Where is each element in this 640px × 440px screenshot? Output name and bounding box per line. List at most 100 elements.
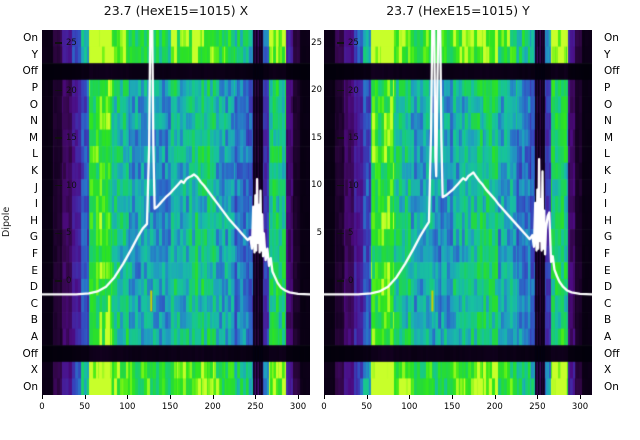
row-label: K [604, 165, 611, 178]
row-label: B [604, 314, 612, 327]
y-tick-label-middle: 15 [311, 132, 322, 143]
x-tick-mark [409, 395, 411, 399]
row-label: G [29, 231, 38, 244]
x-tick-label: 300 [289, 402, 307, 412]
row-label: H [30, 214, 38, 227]
x-tick-label: 300 [571, 402, 589, 412]
y-tick-label: 15 [55, 133, 77, 144]
y-tick-mark [337, 185, 344, 187]
row-label: Off [604, 347, 620, 360]
x-tick-mark [537, 395, 539, 399]
y-tick-value: 0 [348, 276, 354, 286]
x-tick-label: 100 [119, 402, 136, 412]
row-label: O [604, 98, 613, 111]
x-tick-label: 50 [361, 402, 373, 412]
x-tick-label: 0 [321, 402, 327, 412]
row-label: X [604, 364, 612, 377]
row-label: Off [604, 65, 620, 78]
y-tick-label: 5 [55, 228, 71, 239]
row-label: A [30, 330, 38, 343]
x-tick-label: 0 [39, 402, 45, 412]
y-tick-label: 20 [55, 85, 77, 96]
row-label: E [604, 264, 611, 277]
x-tick-label: 100 [401, 402, 418, 412]
row-label: O [29, 98, 38, 111]
row-label: On [604, 32, 619, 45]
row-label: H [604, 214, 612, 227]
row-label: M [28, 131, 38, 144]
row-label: N [604, 115, 612, 128]
row-label: E [31, 264, 38, 277]
y-tick-mark [55, 42, 62, 44]
panel-x-title: 23.7 (HexE15=1015) X [103, 3, 249, 18]
row-label: P [31, 82, 38, 95]
y-tick-value: 15 [348, 133, 359, 144]
row-label: C [604, 297, 612, 310]
x-tick-label: 200 [204, 402, 221, 412]
y-tick-mark [55, 232, 62, 235]
y-tick-mark [337, 232, 344, 235]
x-tick-label: 50 [79, 402, 91, 412]
y-tick-value: 5 [66, 228, 72, 239]
panel-y-title: 23.7 (HexE15=1015) Y [386, 3, 530, 18]
y-tick-label: 20 [337, 85, 359, 96]
x-tick-mark [324, 395, 325, 399]
row-label: M [604, 131, 614, 144]
left-row-axis: On Y Off P O N M L K J I H G F E D C B A Off X On [0, 30, 39, 395]
x-tick-mark [580, 395, 582, 399]
y-tick-mark [55, 89, 62, 92]
row-label: X [30, 364, 38, 377]
y-tick-label-middle: 25 [311, 37, 322, 48]
y-tick-label: 15 [337, 133, 359, 144]
y-tick-value: 20 [348, 85, 359, 96]
x-tick-label: 250 [529, 402, 546, 412]
x-tick-mark [84, 395, 86, 399]
y-tick-mark [337, 89, 344, 92]
y-tick-label: 0 [337, 276, 353, 287]
x-tick-mark [366, 395, 368, 399]
x-tick-mark [127, 395, 129, 399]
row-label: I [604, 198, 608, 211]
row-label: D [29, 281, 38, 294]
y-tick-mark [337, 137, 344, 139]
x-tick-label: 250 [247, 402, 264, 412]
row-label: F [31, 248, 38, 261]
y-tick-mark [55, 280, 62, 282]
row-label: F [604, 248, 611, 261]
row-label: C [30, 297, 38, 310]
row-label: On [604, 380, 619, 393]
row-label: J [604, 181, 608, 194]
right-row-axis: On Y Off P O N M L K J I H G F E D C B A Off X On [604, 30, 640, 395]
heatmap-panel-y [324, 30, 592, 395]
row-label: On [23, 32, 38, 45]
row-label: G [604, 231, 613, 244]
x-tick-mark [42, 395, 43, 399]
row-label: Y [604, 48, 611, 61]
y-tick-label-middle: 10 [311, 180, 322, 191]
row-label: D [604, 281, 613, 294]
row-label: B [30, 314, 38, 327]
y-tick-value: 0 [66, 276, 72, 286]
y-tick-value: 25 [348, 38, 359, 48]
y-tick-label: 5 [337, 228, 353, 239]
row-label: Off [22, 65, 39, 78]
row-label: A [604, 330, 612, 343]
y-tick-label-middle: 5 [316, 227, 322, 238]
y-tick-mark [337, 42, 344, 44]
y-tick-value: 10 [66, 180, 77, 191]
y-tick-value: 20 [66, 85, 77, 96]
y-tick-label: 10 [337, 180, 359, 191]
y-tick-label: 10 [55, 180, 77, 191]
y-tick-mark [55, 137, 62, 139]
row-label: Off [22, 347, 39, 360]
y-tick-mark [55, 185, 62, 187]
row-label: P [604, 82, 611, 95]
row-label: Y [31, 48, 38, 61]
y-tick-value: 10 [348, 180, 359, 191]
x-tick-mark [170, 395, 172, 399]
y-tick-label: 0 [55, 276, 71, 287]
x-tick-label: 200 [486, 402, 503, 412]
x-tick-mark [494, 395, 496, 399]
x-tick-mark [298, 395, 300, 399]
